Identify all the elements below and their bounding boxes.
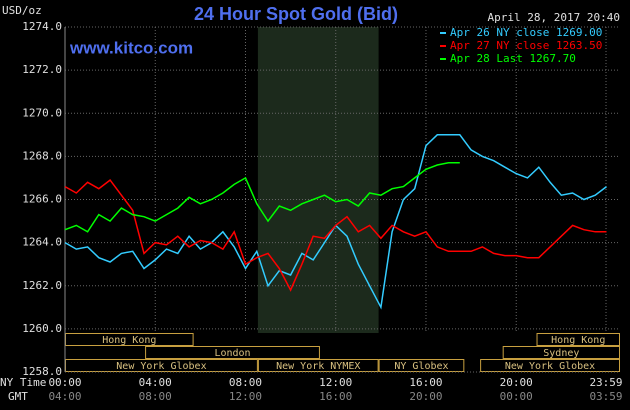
session-label: Hong Kong [551,335,605,346]
x-tick-label-gmt: 03:59 [589,390,622,403]
x-tick-label-gmt: 04:00 [48,390,81,403]
session-label: New York Globex [505,361,595,372]
y-tick-label: 1270.0 [22,106,62,119]
x-row-label: NY Time [0,376,46,389]
x-row-label: GMT [8,390,28,403]
x-tick-label: 08:00 [229,376,262,389]
session-bar [378,359,465,372]
y-tick-label: 1266.0 [22,193,62,206]
session-bar [480,359,620,372]
y-tick-label: 1272.0 [22,63,62,76]
y-tick-label: 1268.0 [22,149,62,162]
source: www.kitco.com [69,38,193,57]
x-tick-label: 16:00 [409,376,442,389]
session-bar [502,346,620,359]
x-tick-label: 00:00 [48,376,81,389]
series-line [64,162,460,233]
session-bar [536,333,621,346]
session-shade [257,27,379,333]
x-tick-label-gmt: 16:00 [319,390,352,403]
x-tick-label-gmt: 20:00 [409,390,442,403]
legend-label: Apr 28 Last 1267.70 [450,52,576,65]
x-tick-label: 23:59 [589,376,622,389]
x-tick-label-gmt: 08:00 [139,390,172,403]
y-tick-label: 1258.0 [22,365,62,378]
x-tick-label-gmt: 00:00 [500,390,533,403]
x-tick-label: 12:00 [319,376,352,389]
x-tick-label: 04:00 [139,376,172,389]
x-tick-label-gmt: 12:00 [229,390,262,403]
session-label: New York NYMEX [276,361,360,372]
session-bar [257,359,379,372]
y-tick-label: 1264.0 [22,236,62,249]
session-label: New York Globex [116,361,206,372]
x-tick-label: 20:00 [500,376,533,389]
series-line [64,179,607,292]
session-label: Hong Kong [102,335,156,346]
chart-title: 24 Hour Spot Gold (Bid) [194,4,398,24]
y-tick-label: 1262.0 [22,279,62,292]
timestamp: April 28, 2017 20:40 [488,11,620,24]
legend-label: Apr 26 NY close 1269.00 [450,26,602,39]
legend-label: Apr 27 NY close 1263.50 [450,39,602,52]
y-axis-label: USD/oz [2,4,42,17]
y-tick-label: 1274.0 [22,20,62,33]
session-label: NY Globex [394,361,448,372]
session-label: Sydney [543,348,579,359]
y-tick-label: 1260.0 [22,322,62,335]
session-label: London [214,348,250,359]
session-bar [145,346,320,359]
